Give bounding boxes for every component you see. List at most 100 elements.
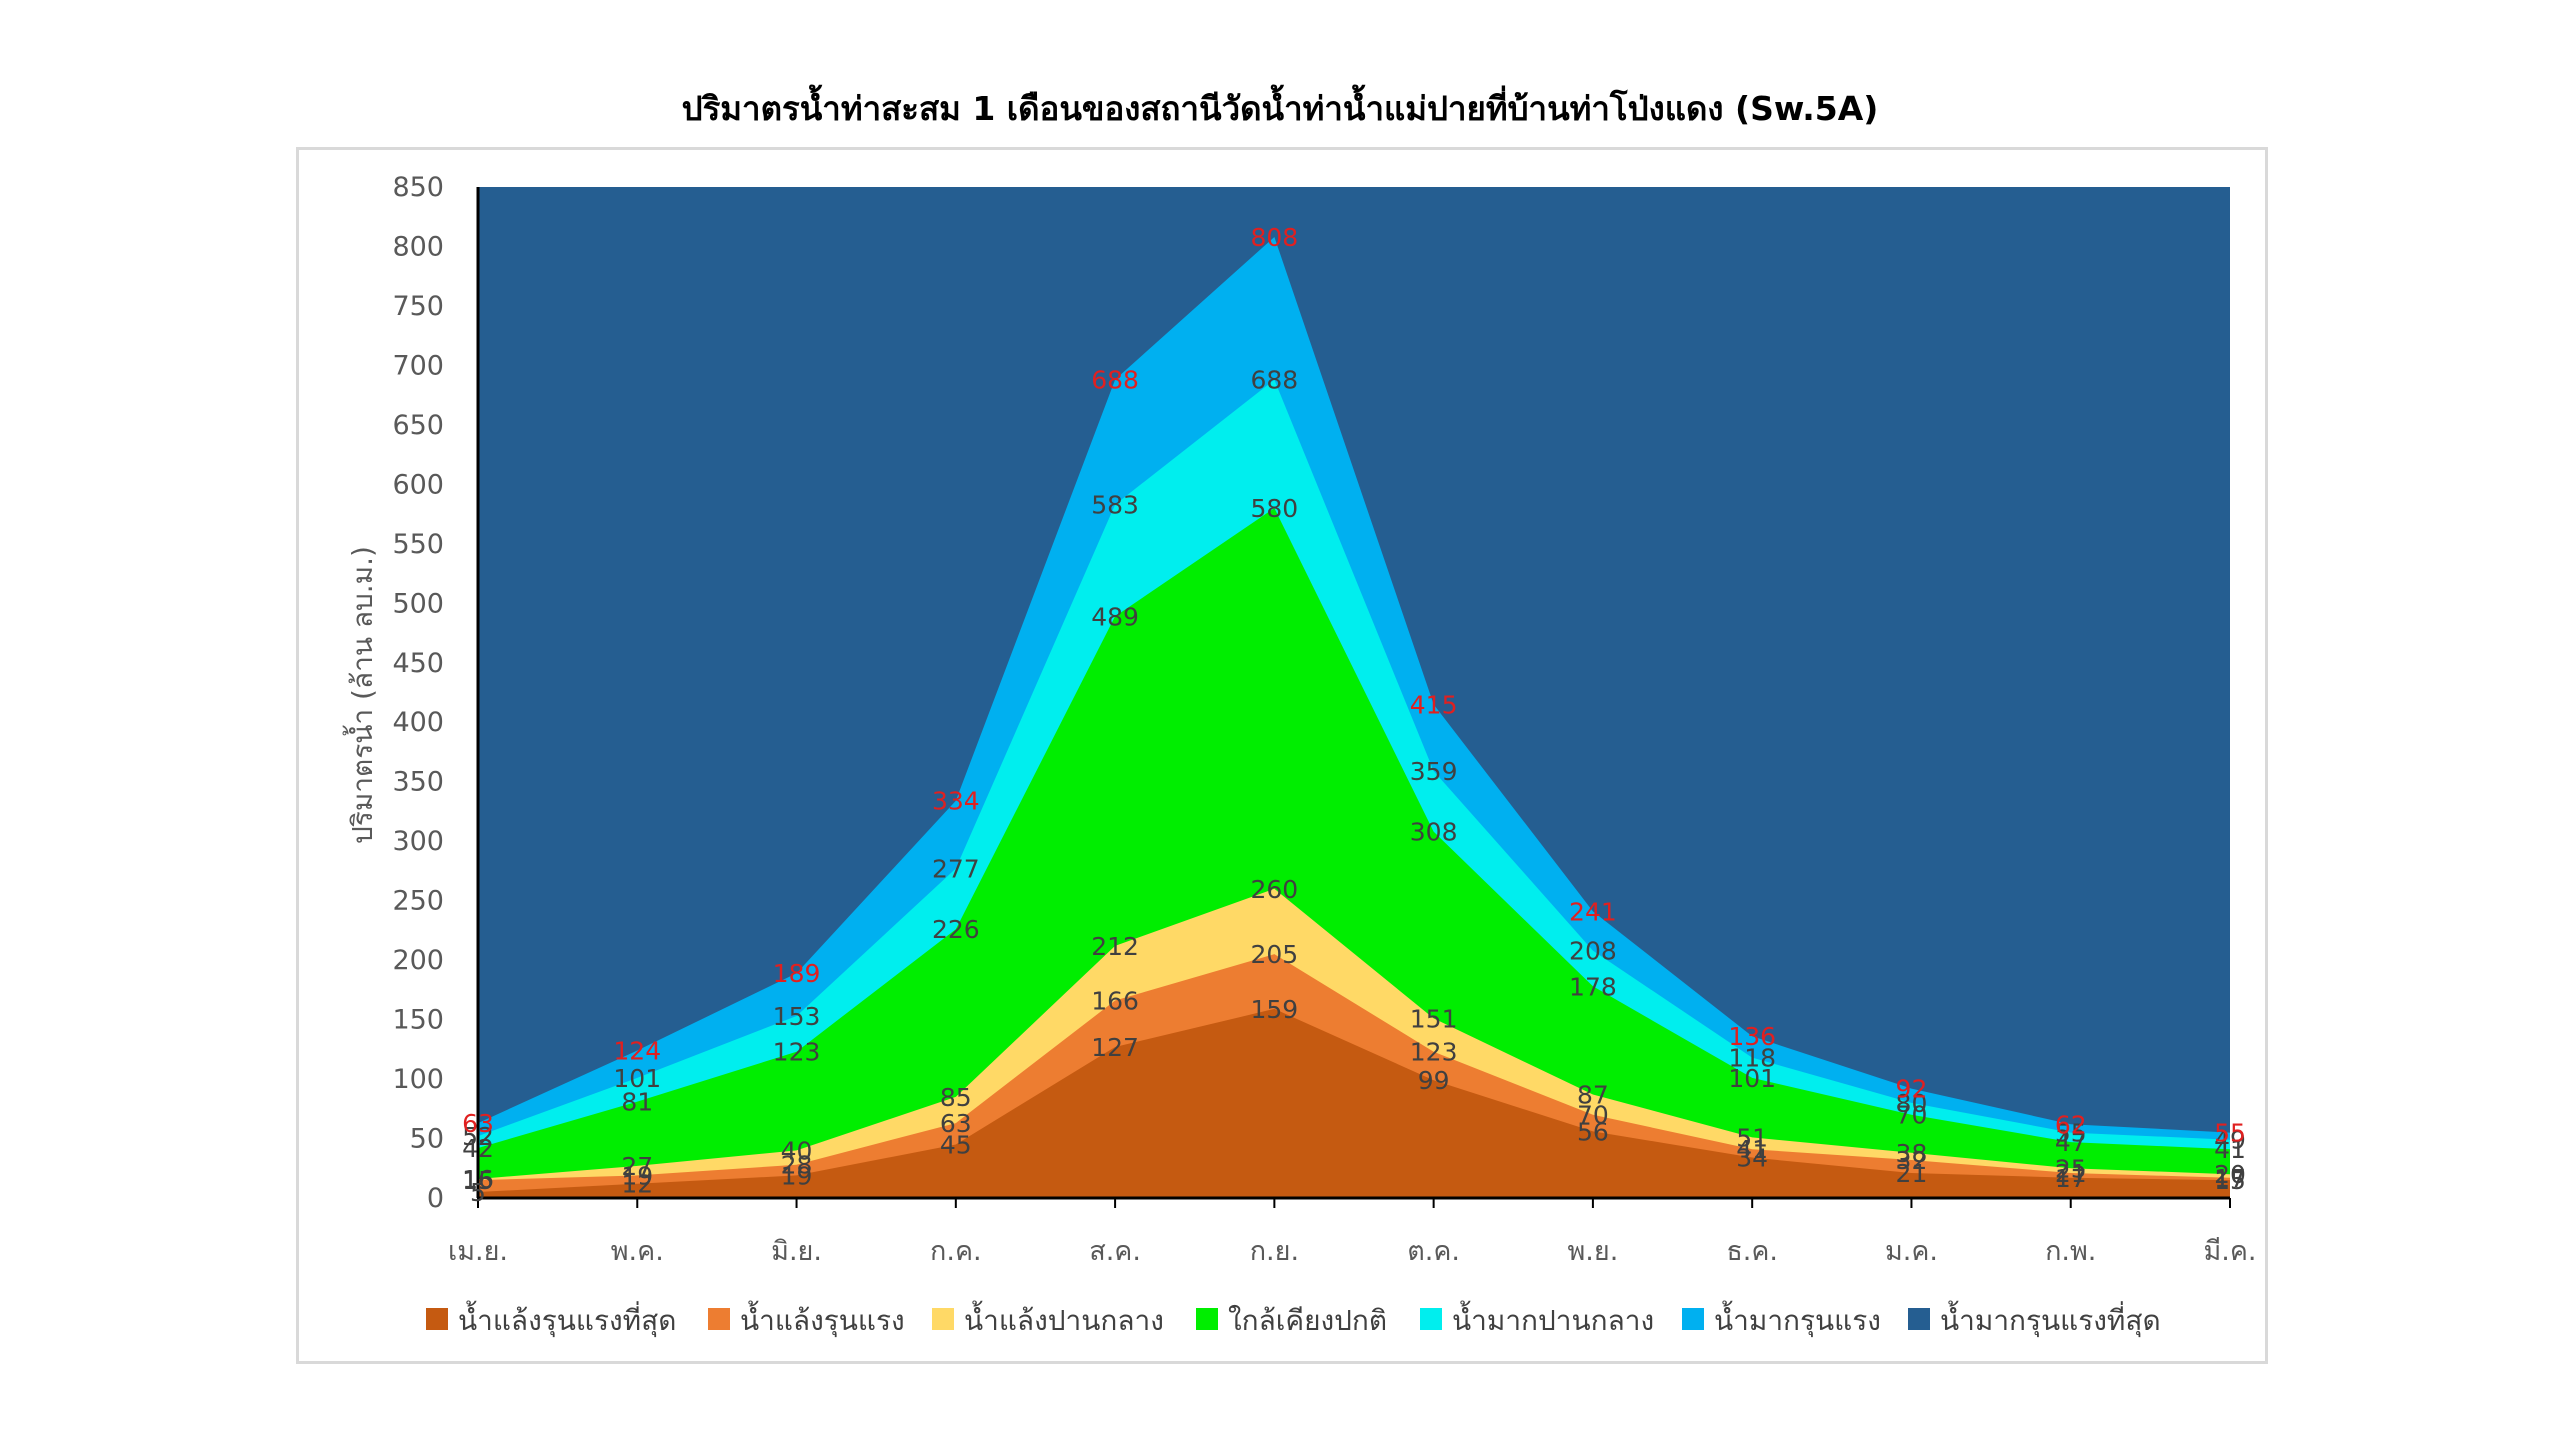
data-label: 52 — [462, 1122, 494, 1151]
legend-item-1: น้ำแล้งรุนแรงที่สุด — [426, 1300, 676, 1338]
data-label: 127 — [1091, 1033, 1139, 1062]
legend-label: น้ำมากปานกลาง — [1452, 1300, 1654, 1337]
data-label: 92 — [1896, 1075, 1928, 1104]
x-tick-label: ก.ย. — [1250, 1236, 1299, 1267]
y-tick-label: 650 — [392, 410, 444, 441]
legend-item-2: น้ำแล้งรุนแรง — [708, 1300, 905, 1338]
data-label: 208 — [1569, 937, 1617, 966]
legend-swatch — [708, 1308, 730, 1330]
legend-swatch — [1682, 1308, 1704, 1330]
data-label: 19 — [621, 1161, 653, 1190]
data-label: 688 — [1251, 366, 1299, 395]
data-label: 580 — [1251, 494, 1299, 523]
data-label: 101 — [1728, 1064, 1776, 1093]
y-tick-label: 800 — [392, 231, 444, 262]
data-label: 34 — [1736, 1144, 1768, 1173]
data-label: 415 — [1410, 690, 1458, 719]
legend-item-3: น้ำแล้งปานกลาง — [932, 1300, 1164, 1337]
area-layers — [478, 187, 2230, 1198]
data-label: 583 — [1091, 491, 1139, 520]
data-label: 27 — [621, 1152, 653, 1181]
y-tick-label: 500 — [392, 588, 444, 619]
data-label: 5 — [470, 1178, 486, 1207]
data-label: 70 — [1896, 1101, 1928, 1130]
data-label: 49 — [2214, 1126, 2246, 1155]
data-label: 81 — [621, 1088, 653, 1117]
legend-label: น้ำมากรุนแรง — [1714, 1300, 1881, 1338]
x-tick-label: ก.พ. — [2045, 1236, 2096, 1267]
x-tick-label: มิ.ย. — [771, 1236, 822, 1267]
y-tick-label: 100 — [392, 1064, 444, 1095]
data-label: 123 — [773, 1038, 821, 1067]
data-label: 63 — [940, 1109, 972, 1138]
data-label: 38 — [1896, 1139, 1928, 1168]
data-label: 85 — [940, 1083, 972, 1112]
data-label: 19 — [781, 1161, 813, 1190]
data-label: 21 — [1896, 1159, 1928, 1188]
data-label: 63 — [462, 1109, 494, 1138]
data-label: 70 — [1577, 1101, 1609, 1130]
y-tick-label: 400 — [392, 707, 444, 738]
y-tick-label: 450 — [392, 648, 444, 679]
y-tick-label: 150 — [392, 1005, 444, 1036]
y-tick-label: 200 — [392, 945, 444, 976]
data-label: 241 — [1569, 897, 1617, 926]
data-label: 118 — [1728, 1044, 1776, 1073]
data-label: 189 — [773, 959, 821, 988]
legend-label: ใกล้เคียงปกติ — [1228, 1304, 1387, 1337]
y-tick-label: 0 — [427, 1183, 444, 1214]
data-label: 151 — [1410, 1004, 1458, 1033]
data-label: 25 — [2055, 1154, 2087, 1183]
data-label: 101 — [613, 1064, 661, 1093]
x-tick-label: เม.ย. — [448, 1236, 508, 1267]
data-label: 212 — [1091, 932, 1139, 961]
data-label: 260 — [1251, 875, 1299, 904]
x-tick-label: ก.ค. — [930, 1236, 982, 1267]
y-axis-label: ปริมาตรน้ำ (ล้าน ลบ.ม.) — [342, 546, 379, 844]
data-label: 62 — [2055, 1110, 2087, 1139]
data-label: 808 — [1251, 223, 1299, 252]
y-tick-label: 350 — [392, 767, 444, 798]
data-label: 40 — [781, 1136, 813, 1165]
data-label: 136 — [1728, 1022, 1776, 1051]
legend-item-5: น้ำมากปานกลาง — [1420, 1300, 1654, 1337]
data-label: 55 — [2214, 1119, 2246, 1148]
area-layer-1 — [478, 1008, 2230, 1198]
data-label: 277 — [932, 855, 980, 884]
data-label: 308 — [1410, 818, 1458, 847]
y-tick-label: 250 — [392, 886, 444, 917]
legend-label: น้ำมากรุนแรงที่สุด — [1940, 1300, 2161, 1338]
data-label: 87 — [1577, 1081, 1609, 1110]
data-label: 688 — [1091, 366, 1139, 395]
data-label: 41 — [2214, 1135, 2246, 1164]
data-label: 15 — [462, 1166, 494, 1195]
data-label: 205 — [1251, 940, 1299, 969]
data-label: 55 — [2055, 1119, 2087, 1148]
chart-title: ปริมาตรน้ำท่าสะสม 1 เดือนของสถานีวัดน้ำท… — [681, 89, 1879, 128]
x-tick-label: ต.ค. — [1407, 1236, 1460, 1267]
legend-swatch — [1908, 1308, 1930, 1330]
y-tick-label: 700 — [392, 350, 444, 381]
x-tick-label: มี.ค. — [2203, 1236, 2256, 1267]
y-tick-label: 850 — [392, 172, 444, 203]
data-label: 42 — [462, 1134, 494, 1163]
data-label: 47 — [2055, 1128, 2087, 1157]
data-label: 178 — [1569, 972, 1617, 1001]
legend-swatch — [932, 1308, 954, 1330]
data-label: 159 — [1251, 995, 1299, 1024]
area-layer-4 — [478, 508, 2230, 1198]
y-tick-label: 550 — [392, 529, 444, 560]
legend-item-6: น้ำมากรุนแรง — [1682, 1300, 1881, 1338]
legend-item-4: ใกล้เคียงปกติ — [1196, 1304, 1387, 1337]
data-label: 334 — [932, 787, 980, 816]
data-label: 45 — [940, 1130, 972, 1159]
data-label: 124 — [613, 1037, 661, 1066]
axes: 0 50 100 150 200 250 300 350 400 450 500 550 600 650 7… — [392, 172, 2256, 1267]
legend-swatch — [426, 1308, 448, 1330]
data-label: 12 — [621, 1170, 653, 1199]
data-label: 489 — [1091, 602, 1139, 631]
legend-label: น้ำแล้งปานกลาง — [964, 1300, 1164, 1337]
data-label: 32 — [1896, 1146, 1928, 1175]
data-label: 153 — [773, 1002, 821, 1031]
